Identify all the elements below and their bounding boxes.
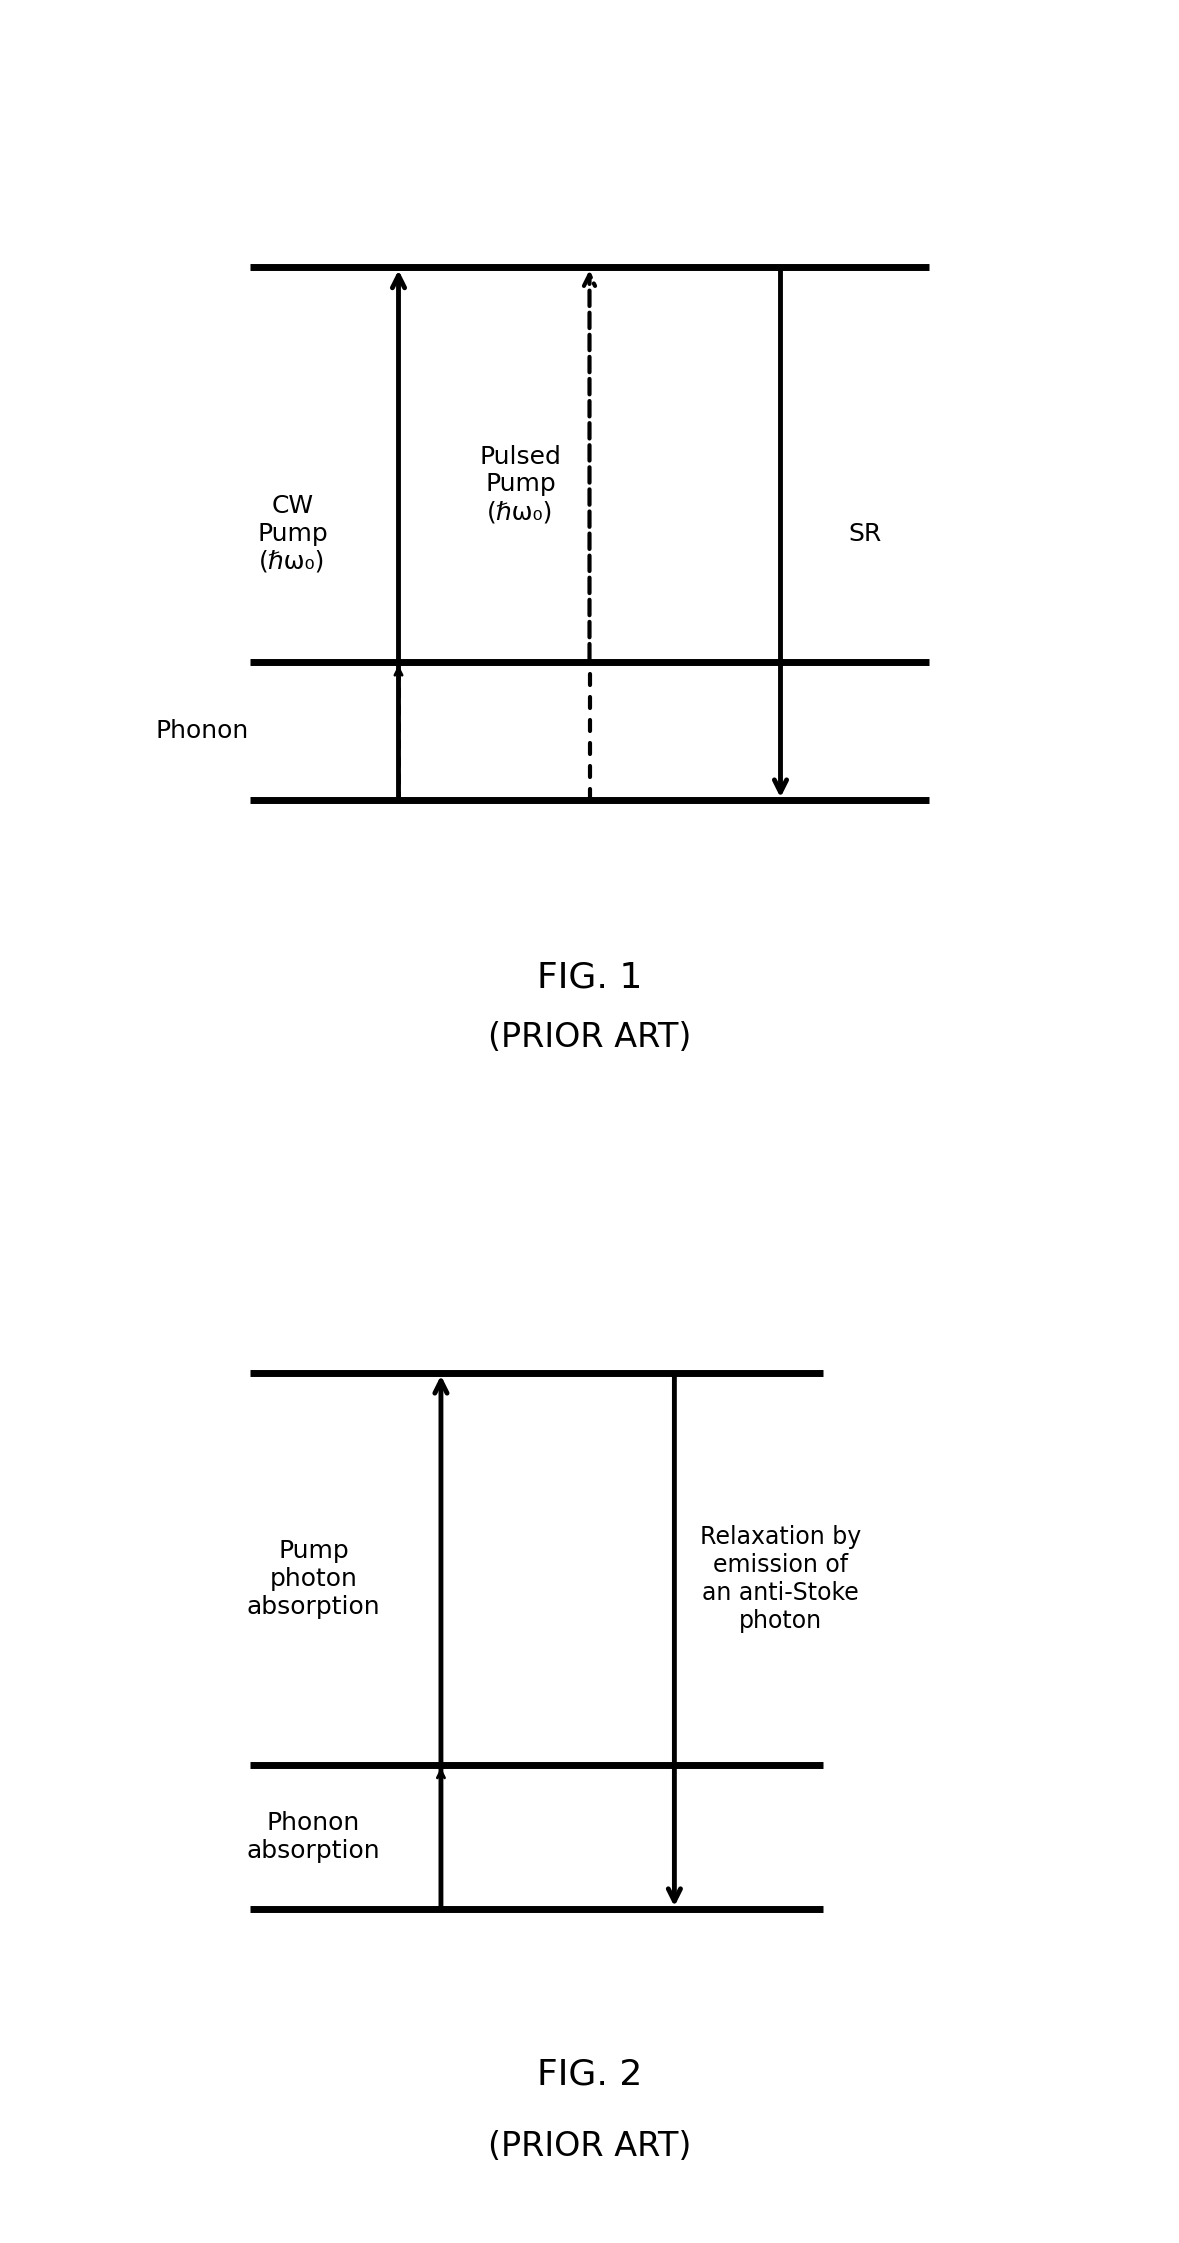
Text: (PRIOR ART): (PRIOR ART) (488, 1021, 691, 1054)
Text: Phonon: Phonon (156, 720, 249, 742)
Text: SR: SR (849, 523, 882, 545)
Text: Pump
photon
absorption: Pump photon absorption (246, 1539, 381, 1619)
Text: FIG. 1: FIG. 1 (536, 960, 643, 996)
Text: Pulsed
Pump
(ℏω₀): Pulsed Pump (ℏω₀) (480, 444, 561, 525)
Text: FIG. 2: FIG. 2 (536, 2057, 643, 2090)
Text: CW
Pump
(ℏω₀): CW Pump (ℏω₀) (257, 493, 328, 574)
Text: Phonon
absorption: Phonon absorption (246, 1810, 381, 1864)
Text: (PRIOR ART): (PRIOR ART) (488, 2131, 691, 2162)
Text: Relaxation by
emission of
an anti-Stoke
photon: Relaxation by emission of an anti-Stoke … (700, 1525, 861, 1633)
